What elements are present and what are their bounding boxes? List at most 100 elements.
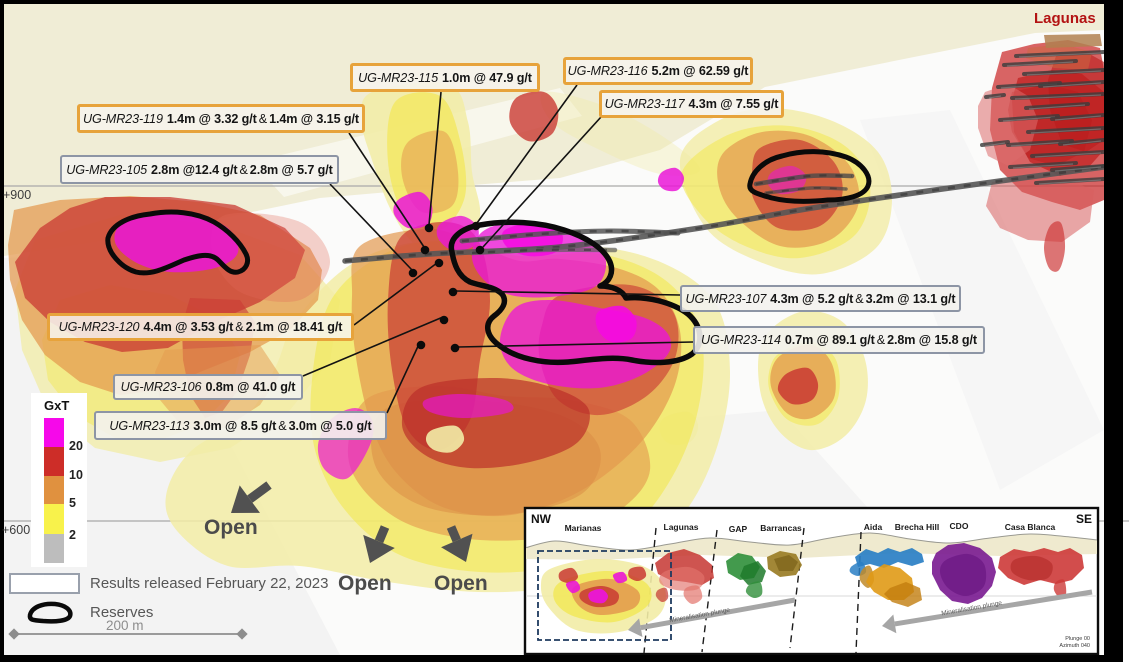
gxt-tick-2: 2 [69, 528, 76, 542]
scalebar-label: 200 m [106, 618, 144, 633]
callout-UG-MR23-113: UG-MR23-113 3.0m @ 8.5 g/t & 3.0m @ 5.0 g/t [94, 411, 387, 440]
callout-intercept: 2.8m @ 15.8 g/t [887, 333, 977, 347]
callout-intercept: 2.8m @ 5.7 g/t [249, 162, 333, 177]
inset-zone-label-casa-blanca: Casa Blanca [1005, 522, 1056, 532]
drift-line-4 [764, 186, 848, 195]
grade-blob-5 [540, 91, 701, 176]
drill-trace-hl-9 [1030, 128, 1102, 134]
drill-trace-10 [1006, 139, 1074, 147]
callout-UG-MR23-115: UG-MR23-115 1.0m @ 47.9 g/t [350, 63, 540, 92]
grade-blob-46 [986, 176, 1094, 242]
drill-trace-hl-7 [1002, 116, 1056, 122]
inset-blob-16 [774, 555, 798, 571]
open-label-0: Open [204, 516, 258, 539]
gxt-colorbar-segment-4 [44, 534, 64, 563]
drill-intercept-dot-4 [471, 221, 481, 231]
drill-trace-hl-14 [1054, 166, 1102, 172]
callout-hole-id: UG-MR23-116 [567, 64, 648, 78]
drill-trace-5 [1010, 92, 1104, 100]
drill-trace-hl-2 [1026, 70, 1102, 76]
callout-intercept: 4.3m @ 7.55 g/t [688, 97, 779, 111]
callout-amp: & [258, 111, 268, 126]
inset-zone-label-brecha-hill: Brecha Hill [895, 522, 939, 532]
drill-intercept-dot-1 [420, 245, 430, 255]
callout-UG-MR23-117: UG-MR23-117 4.3m @ 7.55 g/t [599, 90, 784, 118]
inset-blob-27 [655, 587, 669, 603]
drill-trace-11 [1058, 138, 1104, 146]
callout-UG-MR23-119: UG-MR23-119 1.4m @ 3.32 g/t & 1.4m @ 3.15 g… [77, 104, 365, 133]
callout-intercept: 4.4m @ 3.53 g/t [143, 320, 234, 334]
inset-blob-11 [683, 585, 703, 605]
inset-focus-rect [537, 550, 672, 641]
open-arrow-2-shaft [446, 525, 461, 543]
drill-trace-hl-13 [1012, 163, 1074, 169]
drill-intercept-dot-2 [434, 258, 444, 268]
inset-blob-4 [558, 567, 579, 584]
leader-UG-MR23-117 [482, 116, 602, 248]
inset-plunge-arrow-0-shaft [640, 597, 796, 631]
drill-trace-hl-11 [1062, 140, 1102, 146]
gxt-legend-title: GxT [44, 398, 70, 413]
drill-trace-1 [1002, 59, 1078, 67]
inset-zone-separator-1 [701, 529, 718, 653]
drill-trace-hl-16 [988, 95, 1002, 99]
drift-line-texture-0 [344, 165, 1104, 263]
inset-footnote-0: Plunge 00 [1065, 636, 1090, 642]
leader-UG-MR23-107 [455, 290, 681, 296]
callout-hole-id: UG-MR23-117 [604, 97, 685, 111]
grade-blob-49 [1044, 34, 1102, 48]
inset-content: Mineralisation plunge Mineralisation plun… [526, 527, 1097, 653]
inset-zone-label-gap: GAP [729, 524, 748, 534]
inset-blob-6 [588, 588, 609, 604]
grade-blob-47 [1043, 221, 1066, 272]
reserves-icon [27, 601, 73, 624]
leader-UG-MR23-106 [302, 316, 444, 377]
callout-UG-MR23-105: UG-MR23-105 2.8m @12.4 g/t & 2.8m @ 5.7 g/t [60, 155, 339, 184]
drill-intercept-dot-5 [475, 245, 485, 255]
drill-trace-hl-12 [1034, 152, 1102, 158]
open-arrow-0-head [231, 485, 260, 513]
callout-intercept: 0.8m @ 41.0 g/t [205, 380, 296, 394]
drill-intercept-dot-8 [416, 340, 426, 350]
shade-right [860, 110, 1104, 490]
callout-amp: & [855, 291, 864, 306]
gxt-colorbar-segment-3 [44, 504, 64, 534]
leader-UG-MR23-113 [386, 341, 421, 414]
drill-intercept-dot-3 [408, 268, 418, 278]
gxt-colorbar-segment-0 [44, 418, 64, 447]
open-label-1: Open [338, 572, 392, 595]
drift-line-texture-3 [755, 174, 853, 186]
gxt-tick-5: 5 [69, 496, 76, 510]
leader-UG-MR23-119 [348, 132, 425, 248]
gxt-tick-10: 10 [69, 468, 83, 482]
inset-plunge-arrow-0 [628, 597, 796, 638]
drill-trace-12 [1030, 150, 1104, 158]
inset-blob-26 [1053, 579, 1067, 599]
reserves-legend-label: Reserves [90, 604, 154, 621]
callout-intercept: 5.2m @ 62.59 g/t [651, 64, 749, 78]
grade-blob-36 [422, 394, 514, 418]
inset-footnote-1: Azimuth 040 [1059, 643, 1090, 649]
drill-trace-15 [1034, 177, 1104, 185]
drill-trace-14 [1050, 164, 1104, 172]
grade-blob-34 [595, 305, 637, 343]
callout-UG-MR23-106: UG-MR23-106 0.8m @ 41.0 g/t [113, 374, 303, 400]
drill-trace-17 [980, 140, 1010, 147]
drill-trace-6 [1024, 102, 1090, 110]
drill-trace-4 [1038, 80, 1104, 88]
inset-zone-label-lagunas: Lagunas [664, 522, 699, 532]
grade-blob-26 [777, 367, 819, 405]
leader-UG-MR23-116 [476, 84, 578, 224]
gxt-tick-20: 20 [69, 439, 83, 453]
inset-zone-label-marianas: Marianas [565, 523, 602, 533]
grade-blob-30 [393, 191, 433, 229]
reserve-central [448, 219, 703, 366]
results-legend-label: Results released February 22, 2023 [90, 575, 329, 592]
inset-plunge-arrow-1-shaft [894, 589, 1093, 627]
open-arrow-2 [441, 525, 473, 562]
drift-line-texture-2 [471, 248, 616, 255]
callout-intercept: 3.2m @ 13.1 g/t [865, 291, 956, 306]
inset-blob-7 [565, 580, 581, 594]
inset-plunge-arrow-1 [882, 589, 1093, 634]
